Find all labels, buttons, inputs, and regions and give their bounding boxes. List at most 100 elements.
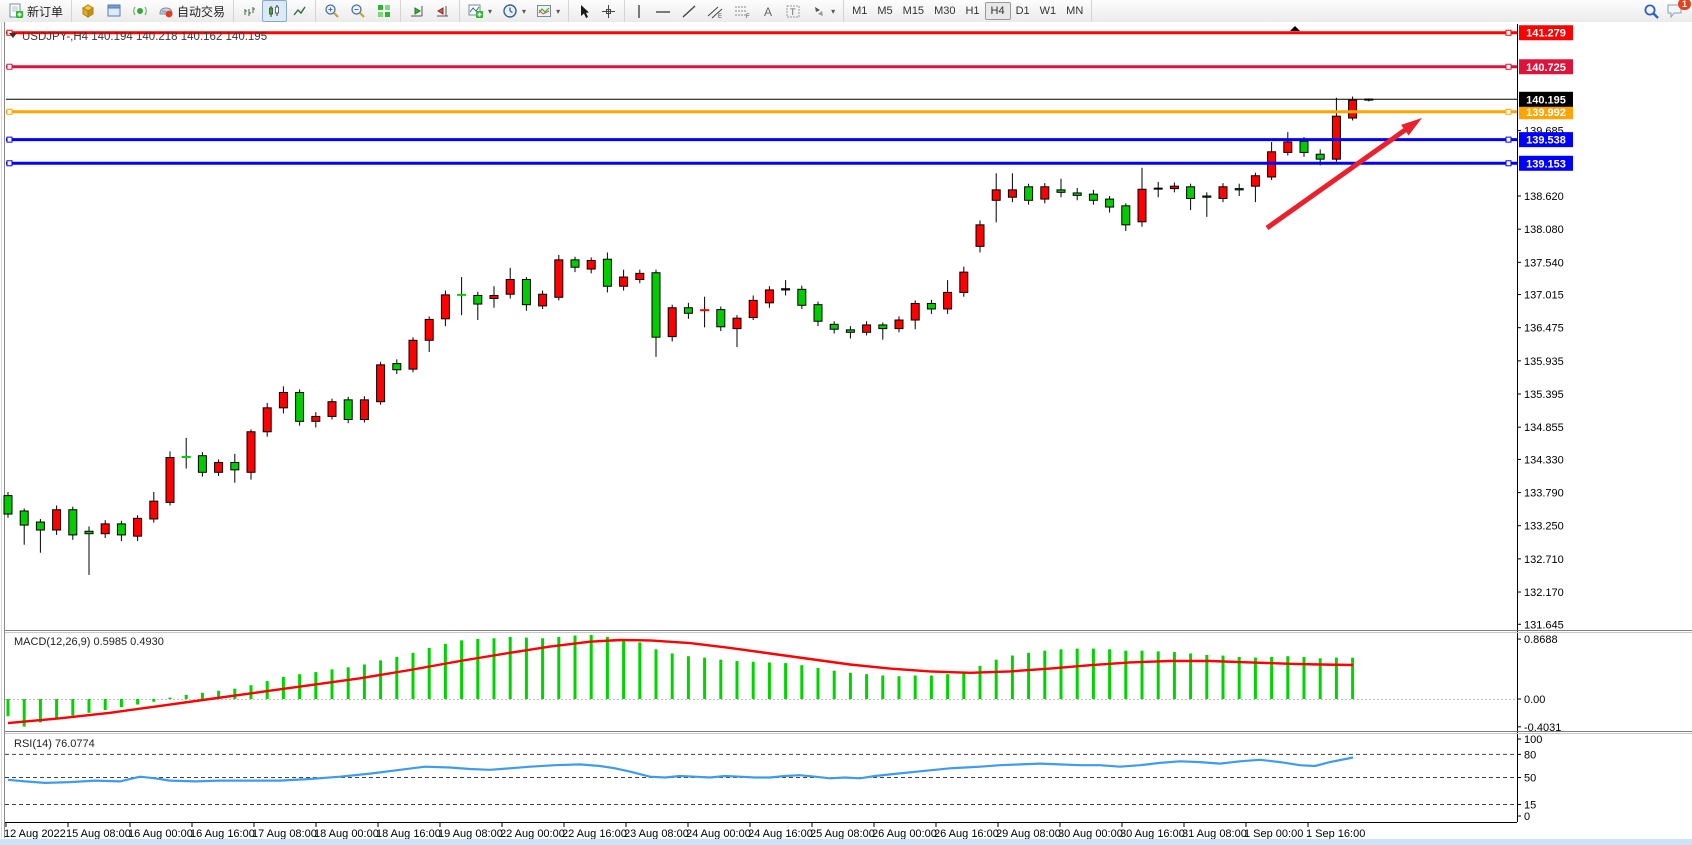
hline-handle[interactable]: [1505, 160, 1512, 167]
hline-handle[interactable]: [1505, 108, 1512, 115]
tile-windows-button[interactable]: [371, 0, 397, 22]
candle-body: [1331, 115, 1341, 160]
time-label: 16 Aug 16:00: [190, 828, 255, 840]
line-chart-button[interactable]: [287, 0, 312, 22]
time-label: 22 Aug 16:00: [562, 828, 627, 840]
price-tick-label: 131.645: [1524, 619, 1564, 631]
hline-handle[interactable]: [6, 136, 13, 143]
crosshair-icon: [602, 4, 616, 18]
zoom-out-button[interactable]: [345, 0, 371, 22]
bid-price-label: 140.195: [1526, 94, 1566, 106]
timeframe-m15[interactable]: M15: [902, 5, 925, 17]
macd-histogram: [6, 634, 1355, 727]
hline-handle[interactable]: [6, 29, 13, 36]
vline-tool-button[interactable]: [628, 0, 650, 22]
market-watch-button[interactable]: [75, 0, 101, 22]
candle-body: [910, 302, 920, 321]
timeframe-m5[interactable]: M5: [877, 5, 893, 17]
price-tick-label: 134.855: [1524, 422, 1564, 434]
autotrading-icon: [159, 7, 173, 18]
gold-cube-icon: [82, 4, 94, 18]
fibonacci-tool-button[interactable]: F: [729, 0, 756, 22]
line-chart-icon: [293, 6, 306, 15]
timeframe-h1[interactable]: H1: [965, 5, 980, 17]
autotrading-button[interactable]: 自动交易: [153, 0, 230, 22]
candle-body: [635, 272, 645, 281]
hline-handle[interactable]: [1505, 63, 1512, 70]
search-icon[interactable]: [1643, 3, 1660, 20]
label-tool-button[interactable]: T: [780, 0, 806, 22]
hline-handle[interactable]: [6, 108, 13, 115]
zoom-in-button[interactable]: [319, 0, 345, 22]
time-label: 18 Aug 16:00: [376, 828, 441, 840]
strategy-tester-button[interactable]: [127, 0, 153, 22]
bar-chart-button[interactable]: [237, 0, 262, 22]
template-icon: [537, 5, 552, 17]
arrows-tool-button[interactable]: ▾: [806, 0, 840, 22]
data-window-button[interactable]: [101, 0, 127, 22]
timeframe-w1[interactable]: W1: [1039, 5, 1057, 17]
new-order-button[interactable]: 新订单: [3, 0, 68, 22]
hline-handle[interactable]: [1505, 29, 1512, 36]
periods-caret: ▾: [522, 6, 527, 16]
price-tick-label: 132.710: [1524, 554, 1564, 566]
candle-body: [84, 530, 94, 535]
text-icon: A: [764, 5, 772, 19]
price-tick-label: 134.330: [1524, 454, 1564, 466]
candle-body: [748, 299, 758, 319]
price-tick-label: 137.540: [1524, 257, 1564, 269]
candle-body: [230, 461, 240, 471]
time-label: 30 Aug 16:00: [1120, 828, 1185, 840]
text-tool-button[interactable]: A: [756, 0, 780, 22]
candle-body: [489, 294, 499, 300]
candle-body: [862, 324, 872, 333]
templates-button[interactable]: ▾: [531, 0, 565, 22]
symbol-dropdown-icon[interactable]: [9, 33, 17, 38]
hline-price-label: 140.725: [1526, 62, 1566, 74]
candle-body: [133, 517, 143, 537]
candle-body: [197, 455, 207, 473]
window-bottom-strip: [0, 839, 1692, 845]
candle-body: [19, 510, 29, 526]
auto-scroll-button[interactable]: [404, 0, 430, 22]
candle-body: [943, 291, 953, 310]
price-tick-label: 137.015: [1524, 290, 1564, 302]
candle-body: [991, 189, 1001, 201]
timeframe-m30[interactable]: M30: [934, 5, 956, 17]
hline-handle[interactable]: [6, 63, 13, 70]
trend-arrow-shaft[interactable]: [1265, 124, 1413, 231]
indicators-button[interactable]: ▾: [463, 0, 497, 22]
candle-chart-button[interactable]: [262, 0, 288, 22]
time-label: 24 Aug 00:00: [686, 828, 751, 840]
notifications-button[interactable]: 1: [1666, 0, 1691, 21]
timeframe-h4[interactable]: H4: [984, 2, 1011, 20]
time-label: 12 Aug 2022: [4, 828, 66, 840]
hline-handle[interactable]: [6, 160, 13, 167]
hline-handle[interactable]: [1505, 136, 1512, 143]
channel-tool-button[interactable]: E: [702, 0, 729, 22]
chart-shift-button[interactable]: [430, 0, 456, 22]
candlestick-icon: [269, 4, 279, 17]
chart-window[interactable]: 139.685 138.620 138.080 137.540 137.015 136.4…: [0, 22, 1692, 845]
candle-body: [764, 289, 774, 304]
arrows-caret: ▾: [831, 6, 836, 16]
hline-tool-button[interactable]: [650, 0, 676, 22]
timeframe-d1[interactable]: D1: [1015, 5, 1030, 17]
timeframe-mn[interactable]: MN: [1066, 5, 1084, 17]
timeframe-m1[interactable]: M1: [852, 5, 868, 17]
svg-text:F: F: [746, 14, 750, 19]
cursor-tool-button[interactable]: [572, 0, 596, 22]
candle-body: [327, 401, 337, 417]
bar-chart-icon: [244, 6, 256, 16]
macd-signal-line: [7, 638, 1354, 725]
chart-canvas[interactable]: 139.685138.620138.080137.540137.015136.4…: [0, 22, 1692, 845]
crosshair-tool-button[interactable]: [596, 0, 621, 22]
trend-arrow-head[interactable]: [1401, 118, 1422, 136]
trendline-tool-button[interactable]: [676, 0, 702, 22]
price-tick-label: 138.620: [1524, 191, 1564, 203]
time-label: 24 Aug 16:00: [748, 828, 813, 840]
main-toolbar: 新订单: [0, 0, 1692, 23]
candle-body: [424, 318, 434, 341]
periods-button[interactable]: ▾: [497, 0, 531, 22]
candle-body: [214, 461, 224, 473]
